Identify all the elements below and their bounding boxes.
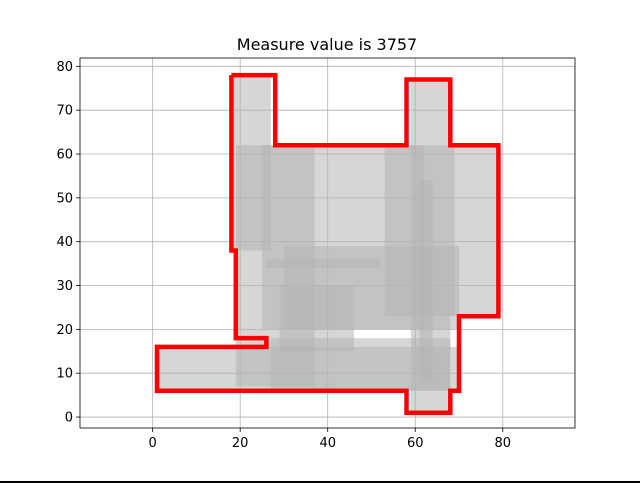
data-rectangle [270, 338, 451, 391]
y-tick-label: 50 [56, 191, 73, 206]
x-tick-label: 60 [407, 436, 424, 451]
y-tick-label: 40 [56, 235, 73, 250]
y-tick-label: 20 [56, 323, 73, 338]
y-axis: 0 10 20 30 40 50 60 70 80 [56, 60, 80, 426]
rectangles [157, 75, 499, 413]
y-tick-label: 60 [56, 148, 73, 163]
x-tick-label: 20 [232, 436, 249, 451]
x-tick-label: 40 [319, 436, 336, 451]
x-tick-label: 80 [495, 436, 512, 451]
y-tick-label: 0 [65, 411, 73, 426]
chart-title: Measure value is 3757 [237, 35, 417, 54]
outline-polygon [154, 72, 501, 415]
y-tick-label: 10 [56, 367, 73, 382]
outline-group [154, 72, 501, 415]
x-tick-label: 0 [149, 436, 157, 451]
window-bottom-border [0, 481, 640, 483]
x-axis: 0 20 40 60 80 [149, 428, 512, 451]
data-rectangle [262, 145, 425, 330]
y-tick-label: 80 [56, 60, 73, 75]
y-tick-label: 70 [56, 104, 73, 119]
y-tick-label: 30 [56, 279, 73, 294]
